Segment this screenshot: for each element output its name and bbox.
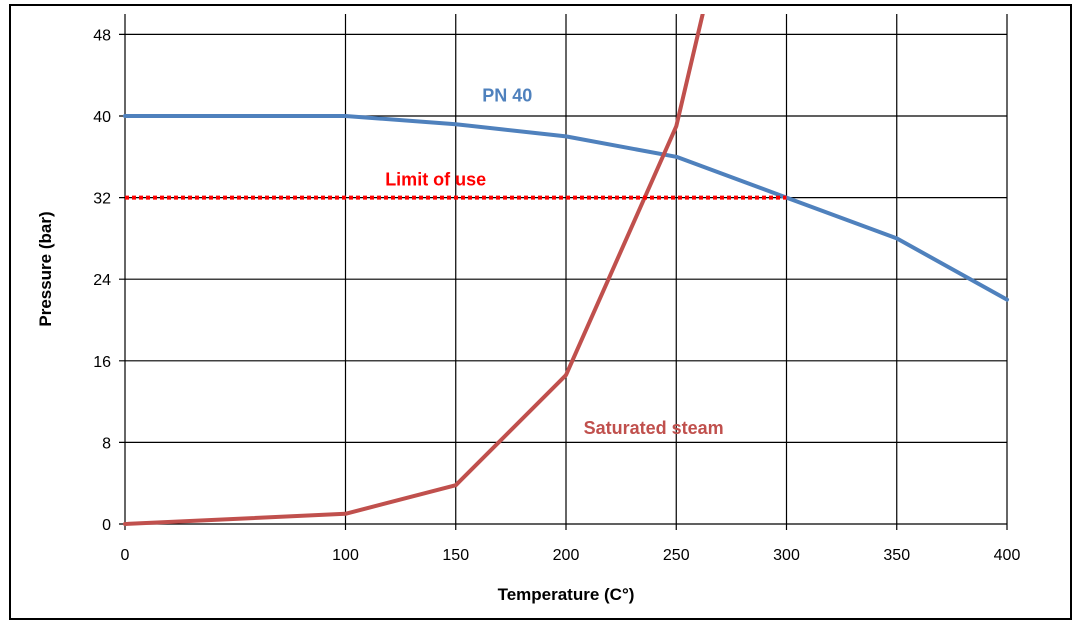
series-layer (123, 14, 1009, 526)
x-tick-label: 350 (883, 547, 910, 564)
annotation-pn40: PN 40 (482, 86, 532, 106)
annotations: PN 40 Limit of use Saturated steam (385, 86, 724, 439)
x-tick-label: 100 (332, 547, 359, 564)
tick-labels: 0 8 16 24 32 40 48 0 100 150 200 250 300 350 400 (93, 27, 1020, 564)
chart-frame: 0 8 16 24 32 40 48 0 100 150 200 250 300 350 400 PN 40… (9, 4, 1072, 620)
y-tick-label: 32 (93, 191, 111, 208)
y-tick-label: 16 (93, 354, 111, 371)
y-tick-label: 24 (93, 272, 111, 289)
annotation-limit-of-use: Limit of use (385, 169, 486, 189)
x-tick-label: 200 (553, 547, 580, 564)
series-line-saturated-steam (123, 14, 705, 526)
y-tick-label: 48 (93, 27, 111, 44)
line-chart: 0 8 16 24 32 40 48 0 100 150 200 250 300 350 400 PN 40… (36, 14, 1020, 604)
x-tick-label: 0 (121, 547, 130, 564)
x-tick-label: 150 (442, 547, 469, 564)
x-axis-title: Temperature (C°) (498, 585, 635, 604)
annotation-saturated-steam: Saturated steam (584, 418, 724, 438)
y-tick-label: 40 (93, 109, 111, 126)
y-tick-label: 0 (102, 517, 111, 534)
y-tick-label: 8 (102, 435, 111, 452)
x-tick-label: 400 (994, 547, 1021, 564)
y-axis-title: Pressure (bar) (36, 211, 55, 326)
x-tick-label: 300 (773, 547, 800, 564)
x-tick-label: 250 (663, 547, 690, 564)
grid (119, 14, 1008, 530)
series-line-pn-40 (123, 114, 1009, 302)
